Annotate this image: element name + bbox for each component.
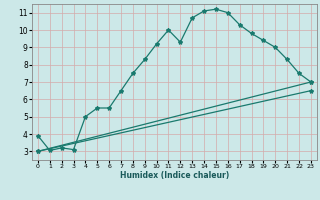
X-axis label: Humidex (Indice chaleur): Humidex (Indice chaleur) — [120, 171, 229, 180]
